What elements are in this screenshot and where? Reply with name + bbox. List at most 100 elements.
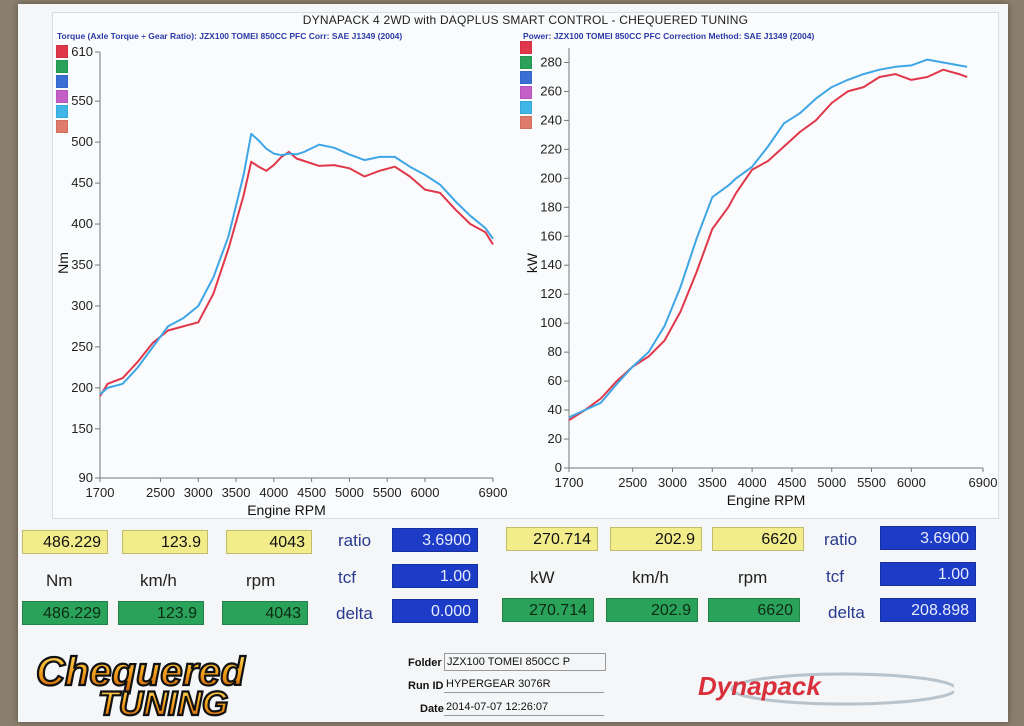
run-swatch[interactable] [56, 45, 68, 58]
x-tick-label: 4500 [777, 475, 806, 490]
x-tick-label: 5000 [335, 485, 364, 500]
y-tick-label: 20 [548, 431, 562, 446]
speed-unit-right: km/h [632, 568, 669, 587]
x-tick-label: 6900 [969, 475, 998, 490]
run-swatch[interactable] [56, 60, 68, 73]
y-tick-label: 160 [540, 228, 562, 243]
run-swatch[interactable] [56, 120, 68, 133]
logo-text-line1: Chequered [36, 650, 246, 694]
run-swatch[interactable] [520, 41, 532, 54]
y-axis-title: Nm [55, 252, 71, 274]
y-tick-label: 80 [548, 344, 562, 359]
rpm-unit: rpm [246, 571, 276, 590]
y-tick-label: 350 [71, 257, 93, 272]
run-swatch[interactable] [520, 101, 532, 114]
y-tick-label: 120 [540, 286, 562, 301]
run-legend-left [56, 45, 68, 135]
tcf-value-right: 1.00 [880, 562, 976, 586]
x-tick-label: 3000 [184, 485, 213, 500]
logo-text-line2: TUNING [98, 685, 228, 717]
power-unit: kW [530, 568, 555, 587]
x-tick-label: 2500 [146, 485, 175, 500]
run-legend-right [520, 41, 532, 131]
speed-readout-top-right: 202.9 [610, 527, 702, 551]
report-title: DYNAPACK 4 2WD with DAQPLUS SMART CONTRO… [302, 13, 749, 27]
y-tick-label: 140 [540, 257, 562, 272]
series-line-red [99, 150, 494, 397]
run-swatch[interactable] [56, 105, 68, 118]
ratio-label: ratio [338, 531, 372, 550]
x-tick-label: 4000 [259, 485, 288, 500]
power-chart: 0 20 40 60 80 100 120 140 160 180 200 220 240 260 280 1… [524, 48, 998, 508]
rpm-readout-bottom: 4043 [222, 601, 308, 625]
y-tick-label: 450 [71, 175, 93, 190]
date-value: 2014-07-07 12:26:07 [444, 699, 604, 716]
y-tick-label: 610 [71, 44, 93, 59]
rpm-unit-right: rpm [738, 568, 768, 587]
x-tick-label: 6000 [411, 485, 440, 500]
torque-readout-bottom: 486.229 [22, 601, 108, 625]
x-tick-label: 5500 [373, 485, 402, 500]
torque-subtitle: Torque (Axle Torque ÷ Gear Ratio): JZX10… [57, 31, 403, 41]
power-readout-bottom: 270.714 [502, 598, 594, 622]
y-tick-label: 60 [548, 373, 562, 388]
y-tick-label: 0 [555, 460, 562, 475]
run-swatch[interactable] [520, 86, 532, 99]
delta-label: delta [336, 604, 373, 623]
dyno-sheet: DYNAPACK 4 2WD with DAQPLUS SMART CONTRO… [18, 4, 1008, 722]
torque-readout-top: 486.229 [22, 530, 108, 554]
x-tick-label: 4500 [297, 485, 326, 500]
y-tick-label: 220 [540, 141, 562, 156]
run-swatch[interactable] [520, 71, 532, 84]
run-swatch[interactable] [56, 90, 68, 103]
y-tick-label: 280 [540, 54, 562, 69]
series-line-blue [99, 132, 494, 396]
speed-readout-bottom: 123.9 [118, 601, 204, 625]
y-tick-label: 40 [548, 402, 562, 417]
torque-chart: 90 150 200 250 300 350 400 450 500 550 610 1700 2500… [55, 44, 507, 518]
y-tick-label: 200 [71, 380, 93, 395]
y-tick-label: 260 [540, 83, 562, 98]
power-subtitle: Power: JZX100 TOMEI 850CC PFC Correction… [523, 31, 815, 41]
x-tick-label: 1700 [555, 475, 584, 490]
y-tick-label: 150 [71, 421, 93, 436]
y-tick-label: 400 [71, 216, 93, 231]
x-tick-label: 4000 [738, 475, 767, 490]
torque-unit: Nm [46, 571, 73, 590]
speed-readout-top: 123.9 [122, 530, 208, 554]
speed-unit: km/h [140, 571, 177, 590]
series-line-red [568, 68, 968, 422]
tcf-value: 1.00 [392, 564, 478, 588]
x-tick-label: 6000 [897, 475, 926, 490]
chart-frame: DYNAPACK 4 2WD with DAQPLUS SMART CONTRO… [52, 12, 999, 519]
ratio-value-right: 3.6900 [880, 526, 976, 550]
x-tick-label: 3500 [222, 485, 251, 500]
y-tick-label: 240 [540, 112, 562, 127]
run-swatch[interactable] [56, 75, 68, 88]
runid-value: HYPERGEAR 3076R [444, 676, 604, 693]
y-tick-label: 500 [71, 134, 93, 149]
dynapack-wordmark: Dynapack [698, 671, 822, 701]
x-tick-label: 3500 [698, 475, 727, 490]
report-footer: Chequered TUNING Folder JZX100 TOMEI 850… [24, 649, 1004, 719]
y-tick-label: 100 [540, 315, 562, 330]
runid-label: Run ID [408, 680, 444, 692]
folder-value: JZX100 TOMEI 850CC P [444, 653, 606, 671]
run-swatch[interactable] [520, 56, 532, 69]
delta-label-right: delta [828, 603, 865, 622]
rpm-readout-top: 4043 [226, 530, 312, 554]
speed-readout-bottom-right: 202.9 [606, 598, 698, 622]
x-tick-label: 1700 [86, 485, 115, 500]
y-tick-label: 300 [71, 298, 93, 313]
delta-value: 0.000 [392, 599, 478, 623]
x-tick-label: 2500 [618, 475, 647, 490]
dynapack-logo: Dynapack [698, 671, 954, 706]
y-tick-label: 250 [71, 339, 93, 354]
rpm-readout-top-right: 6620 [712, 527, 804, 551]
run-swatch[interactable] [520, 116, 532, 129]
x-tick-label: 5500 [857, 475, 886, 490]
date-label: Date [420, 703, 444, 715]
ratio-value: 3.6900 [392, 528, 478, 552]
x-tick-label: 5000 [817, 475, 846, 490]
tcf-label-right: tcf [826, 567, 844, 586]
